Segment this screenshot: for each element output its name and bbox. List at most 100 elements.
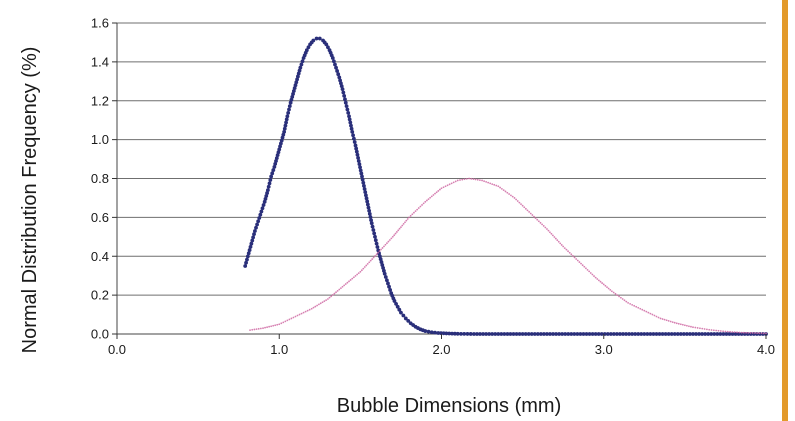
data-point (343, 284, 346, 287)
data-point (452, 331, 457, 336)
data-point (339, 81, 343, 86)
data-point (429, 330, 434, 335)
data-point (346, 111, 351, 115)
data-point (262, 327, 264, 330)
x-tick-label: 2.0 (432, 342, 450, 357)
data-point (730, 332, 735, 336)
data-point (282, 321, 285, 324)
y-tick-label: 1.0 (91, 132, 109, 147)
data-point (633, 332, 638, 336)
data-point (348, 120, 353, 125)
data-point (255, 328, 258, 331)
x-axis-title: Bubble Dimensions (mm) (337, 395, 562, 417)
y-tick-label: 0.0 (91, 327, 109, 342)
data-point (374, 255, 377, 257)
data-point (416, 208, 419, 211)
data-point (395, 304, 400, 309)
data-point (282, 126, 287, 131)
data-point (604, 284, 607, 287)
data-point (284, 120, 288, 125)
data-point (583, 265, 586, 268)
data-point (344, 283, 347, 285)
data-point (296, 74, 300, 79)
data-point (633, 304, 636, 307)
data-point (663, 332, 668, 336)
data-point (381, 247, 384, 249)
data-point (681, 323, 684, 326)
data-point (500, 187, 503, 190)
data-point (700, 332, 705, 336)
data-point (549, 231, 551, 234)
data-point (262, 199, 267, 204)
data-point (567, 250, 569, 253)
data-point (388, 239, 391, 241)
data-point (496, 332, 501, 336)
data-point (245, 254, 250, 259)
data-point (334, 65, 338, 70)
data-point (645, 310, 648, 313)
data-point (336, 289, 339, 292)
data-point (692, 326, 694, 329)
data-point (348, 280, 350, 283)
data-point (384, 243, 387, 246)
data-point (254, 225, 258, 230)
data-point (292, 316, 295, 319)
data-point (641, 308, 644, 311)
data-point (514, 332, 519, 336)
data-point (539, 221, 542, 224)
data-point (374, 241, 379, 246)
data-point (742, 331, 745, 334)
data-point (465, 332, 470, 336)
x-axis-ticks: 0.0 1.0 2.0 3.0 4.0 (108, 334, 775, 357)
data-point (733, 331, 736, 334)
data-point (280, 322, 283, 325)
data-point (356, 159, 361, 163)
data-point (721, 332, 726, 336)
data-point (605, 332, 610, 336)
data-point (688, 325, 690, 328)
data-point (472, 178, 475, 181)
x-tick-label: 0.0 (108, 342, 126, 357)
data-point (264, 326, 266, 329)
data-point (456, 179, 459, 182)
data-point (442, 186, 445, 189)
data-point (351, 277, 354, 280)
data-point (405, 219, 408, 222)
data-point (430, 195, 433, 198)
data-point (380, 248, 382, 251)
data-point (727, 332, 732, 336)
data-point (596, 278, 599, 280)
data-point (532, 332, 537, 336)
data-point (321, 301, 324, 304)
data-point (339, 84, 344, 89)
data-point (560, 244, 563, 246)
data-point (686, 324, 688, 327)
data-point (729, 330, 731, 333)
data-point (284, 320, 287, 323)
data-point (270, 171, 275, 176)
data-point (335, 69, 340, 73)
data-point (363, 190, 368, 195)
data-point (362, 187, 367, 191)
data-point (304, 48, 309, 53)
y-axis-ticks: 0.0 0.2 0.4 0.6 0.8 1.0 1.2 1.4 1.6 (91, 16, 117, 342)
data-point (352, 140, 357, 144)
data-point (669, 332, 674, 336)
data-point (333, 62, 337, 67)
data-point (447, 331, 452, 336)
data-point (536, 218, 539, 221)
data-point (710, 329, 713, 331)
data-point (736, 331, 738, 334)
data-point (765, 332, 767, 335)
data-point (637, 306, 640, 309)
data-point (619, 296, 622, 299)
data-point (260, 206, 265, 211)
data-point (521, 204, 524, 207)
data-point (246, 251, 251, 256)
data-point (441, 331, 446, 336)
data-point (397, 229, 400, 232)
data-point (675, 332, 680, 336)
data-point (267, 181, 272, 186)
data-point (335, 291, 337, 294)
data-point (697, 332, 701, 336)
